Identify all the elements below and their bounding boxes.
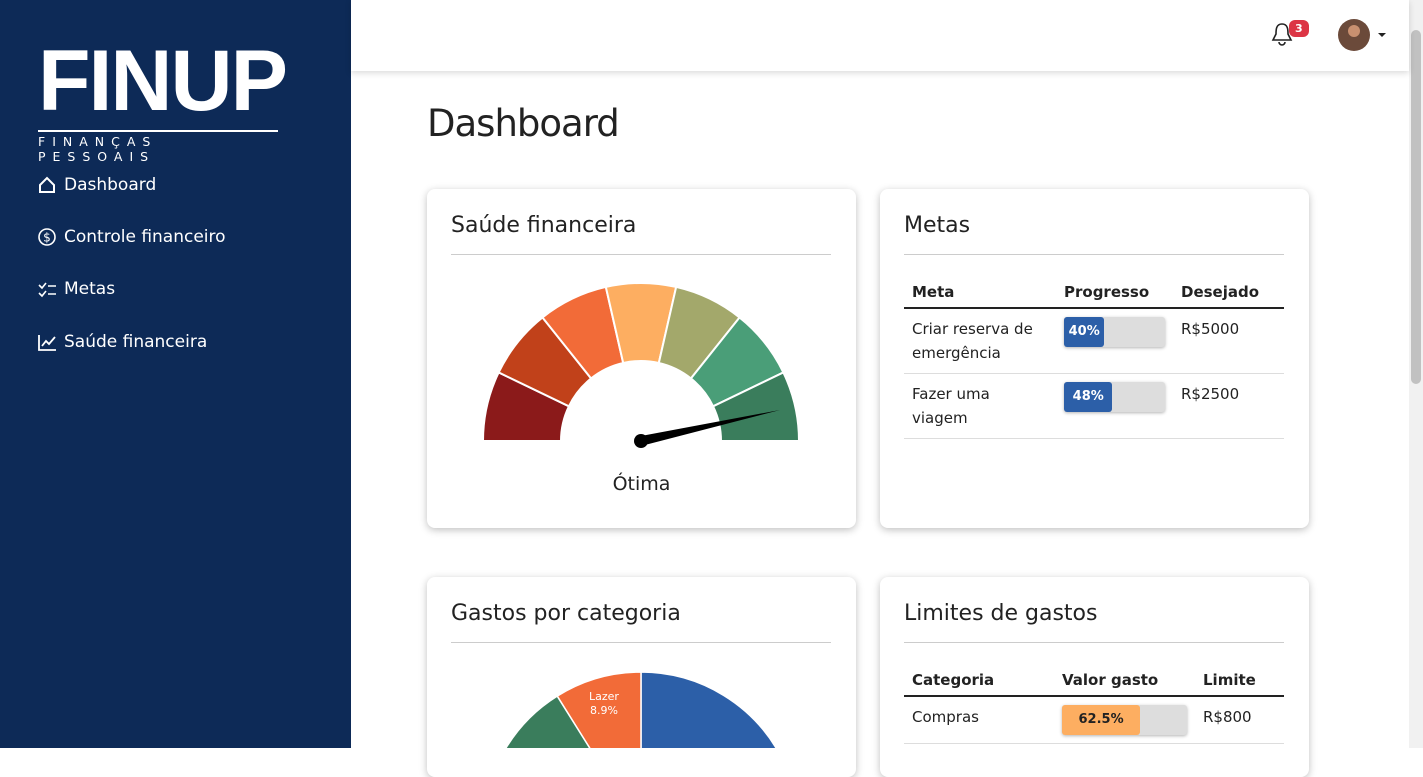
pie-slice [640, 671, 777, 748]
card-title: Gastos por categoria [451, 601, 681, 626]
nav-item[interactable]: Saúde financeira [38, 332, 207, 352]
progress-label: 40% [1068, 324, 1100, 339]
progress-fill: 40% [1064, 317, 1105, 347]
scroll-thumb[interactable] [1411, 30, 1421, 384]
card-title: Limites de gastos [904, 601, 1098, 626]
page: FINUP FINANÇAS PESSOAIS Dashboard $ Contr… [0, 0, 1423, 748]
nav-item[interactable]: Metas [38, 279, 115, 299]
divider [904, 254, 1284, 255]
svg-text:$: $ [43, 231, 51, 245]
goals-card: Metas Meta Progresso Desejado Criar reserv… [880, 189, 1309, 528]
column-header: Limite [1195, 665, 1284, 697]
nav-item[interactable]: $ Controle financeiro [38, 227, 226, 247]
column-header: Desejado [1173, 277, 1284, 309]
goal-name: Criar reserva de emergência [904, 308, 1056, 374]
scrollbar[interactable] [1409, 0, 1423, 748]
gauge-status: Ótima [612, 473, 671, 495]
icon [39, 176, 55, 193]
logo-subtitle: FINANÇAS PESSOAIS [38, 130, 278, 164]
divider [904, 642, 1284, 643]
table-row: Criar reserva de emergência 40% R$5000 [904, 308, 1284, 374]
card-title: Metas [904, 213, 971, 238]
gauge [481, 282, 801, 448]
bell-icon[interactable] [1271, 22, 1293, 46]
goal-progress: 40% [1056, 308, 1173, 374]
progress-label: 48% [1072, 389, 1104, 404]
nav-label: Controle financeiro [64, 227, 226, 247]
slice-name: Lazer [589, 690, 619, 703]
limit-category: Compras [904, 696, 1054, 744]
column-header: Categoria [904, 665, 1054, 697]
limits-table: Categoria Valor gasto Limite Compras 62.5% R… [904, 665, 1284, 744]
gauge-needle [641, 410, 780, 446]
goal-target: R$5000 [1173, 308, 1284, 374]
spending-card: Gastos por categoria Lazer 8.9% [427, 577, 856, 777]
goal-target: R$2500 [1173, 373, 1284, 439]
nav-item[interactable]: Dashboard [38, 175, 156, 195]
progress-label: 62.5% [1078, 712, 1124, 727]
card-title: Saúde financeira [451, 213, 637, 238]
goal-progress: 48% [1056, 373, 1173, 439]
top-bar: 3 [351, 0, 1409, 71]
pie-slice [505, 695, 591, 748]
health-card: Saúde financeira Ótima [427, 189, 856, 528]
progress-track: 40% [1064, 317, 1165, 347]
column-header: Meta [904, 277, 1056, 309]
gauge-hub [634, 434, 648, 448]
progress-track: 62.5% [1062, 705, 1187, 735]
slice-label: 8.9% [590, 704, 618, 717]
divider [451, 254, 831, 255]
page-title: Dashboard [427, 102, 620, 145]
icon: $ [38, 228, 56, 246]
logo-title: FINUP [38, 33, 288, 129]
goals-table: Meta Progresso Desejado Criar reserva de e… [904, 277, 1284, 439]
divider [451, 642, 831, 643]
progress-fill: 48% [1064, 382, 1113, 412]
notification-badge: 3 [1289, 20, 1309, 37]
sidebar: FINUP FINANÇAS PESSOAIS Dashboard $ Contr… [0, 0, 351, 748]
column-header: Valor gasto [1054, 665, 1195, 697]
progress-track: 48% [1064, 382, 1165, 412]
nav-label: Saúde financeira [64, 332, 208, 352]
column-header: Progresso [1056, 277, 1173, 309]
gauge-segment [711, 371, 801, 442]
nav-label: Metas [64, 279, 116, 299]
limits-card: Limites de gastos Categoria Valor gasto Li… [880, 577, 1309, 777]
table-row: Compras 62.5% R$800 [904, 696, 1284, 744]
icon [38, 282, 56, 298]
nav-label: Dashboard [64, 175, 157, 195]
logo[interactable]: FINUP FINANÇAS PESSOAIS [38, 33, 288, 164]
progress-fill: 62.5% [1062, 705, 1141, 735]
limit-spent: 62.5% [1054, 696, 1195, 744]
icon [38, 335, 56, 351]
table-row: Fazer uma viagem 48% R$2500 [904, 373, 1284, 439]
goal-name: Fazer uma viagem [904, 373, 1056, 439]
avatar[interactable] [1337, 18, 1387, 52]
limit-value: R$800 [1195, 696, 1284, 744]
